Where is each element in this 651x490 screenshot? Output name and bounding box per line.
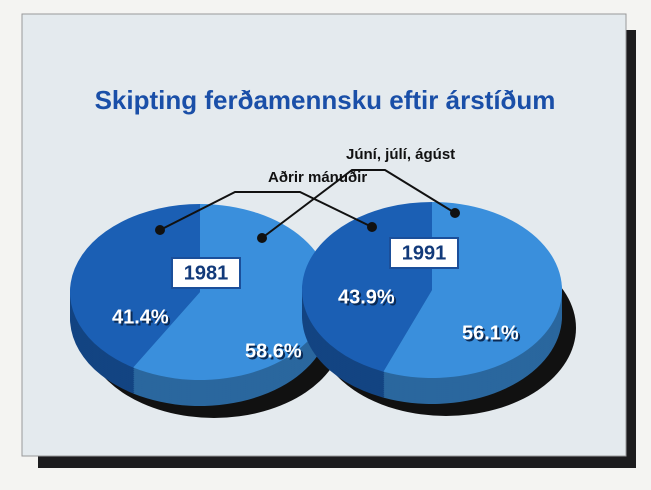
leader-lines [159, 169, 456, 239]
value-label: 43.9% [338, 286, 395, 308]
year-label: 1981 [184, 262, 229, 284]
pie-slice [133, 204, 330, 380]
pies: 41.4%41.4%58.6%58.6%198143.9%43.9%56.1%5… [69, 202, 576, 418]
year-box [171, 257, 241, 289]
leader-dot [257, 233, 267, 243]
value-label-shadow: 58.6% [247, 342, 304, 364]
value-label: 56.1% [462, 322, 519, 344]
leader-dot [155, 225, 165, 235]
category-label: Aðrir mánuðir [268, 169, 367, 186]
category-label: Júní, júlí, ágúst [346, 146, 455, 163]
value-label-shadow: 41.4% [114, 308, 171, 330]
value-label: 58.6% [245, 340, 302, 362]
value-label-shadow: 43.9% [340, 288, 397, 310]
value-label: 41.4% [112, 306, 169, 328]
leader-line [261, 169, 456, 239]
chart-title: Skipting ferðamennsku eftir árstíðum [95, 85, 556, 115]
leader-dot [450, 208, 460, 218]
leader-line [159, 191, 373, 231]
value-label-shadow: 56.1% [464, 324, 521, 346]
leader-dot [367, 222, 377, 232]
leader-dots [155, 208, 460, 243]
year-label: 1991 [402, 242, 447, 264]
pie-slice [69, 204, 200, 368]
pie-slice [383, 202, 562, 378]
year-box [389, 237, 459, 269]
